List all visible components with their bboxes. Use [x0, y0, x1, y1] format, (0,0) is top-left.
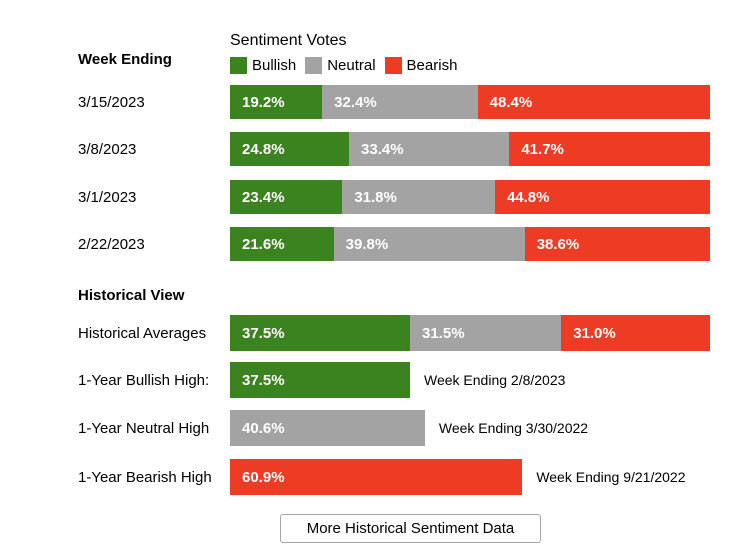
percent-label: 60.9%: [242, 468, 285, 486]
week-ending-date: 3/8/2023: [78, 140, 137, 158]
historical-averages-label: Historical Averages: [78, 324, 207, 342]
stacked-bar: 23.4% 31.8% 44.8%: [230, 180, 710, 214]
stacked-bar: 37.5% Week Ending 2/8/2023: [230, 362, 565, 398]
historical-view-heading: Historical View: [78, 287, 185, 304]
percent-label: 31.0%: [573, 324, 616, 342]
bearish-segment: 60.9%: [230, 459, 523, 495]
stacked-bar: 19.2% 32.4% 48.4%: [230, 85, 710, 119]
neutral-segment: 33.4%: [349, 132, 510, 166]
neutral-segment: 40.6%: [230, 410, 425, 446]
neutral-segment: 31.8%: [342, 180, 495, 214]
percent-label: 39.8%: [345, 235, 389, 253]
legend-label: Neutral: [327, 57, 376, 74]
bullish-segment: 21.6%: [230, 227, 334, 261]
legend-swatch-icon: [230, 57, 247, 74]
legend-label: Bullish: [252, 57, 297, 74]
bullish-segment: 23.4%: [230, 180, 343, 214]
percent-label: 44.8%: [506, 188, 550, 206]
neutral-segment: 32.4%: [322, 85, 478, 119]
bearish-high-label: 1-Year Bearish High: [78, 468, 212, 486]
legend-label: Bearish: [406, 57, 458, 74]
bearish-segment: 48.4%: [477, 85, 710, 119]
legend-item-neutral: Neutral: [305, 57, 376, 74]
bullish-high-label: 1-Year Bullish High:: [78, 371, 210, 389]
legend: Bullish Neutral Bearish: [230, 57, 466, 74]
neutral-segment: 39.8%: [333, 227, 525, 261]
legend-swatch-icon: [305, 57, 323, 74]
percent-label: 33.4%: [361, 140, 404, 158]
bullish-segment: 37.5%: [230, 315, 410, 351]
percent-label: 41.7%: [521, 140, 564, 158]
week-ending-date: 3/1/2023: [78, 188, 137, 206]
more-historical-sentiment-data-button[interactable]: More Historical Sentiment Data: [280, 514, 541, 543]
bullish-segment: 19.2%: [230, 85, 323, 119]
percent-label: 40.6%: [242, 419, 285, 437]
week-ending-annotation: Week Ending 2/8/2023: [424, 372, 566, 388]
legend-item-bearish: Bearish: [384, 57, 458, 74]
percent-label: 48.4%: [489, 93, 533, 111]
bullish-segment: 24.8%: [230, 132, 350, 166]
percent-label: 32.4%: [334, 93, 377, 111]
week-ending-annotation: Week Ending 3/30/2022: [438, 420, 589, 436]
bearish-segment: 31.0%: [561, 315, 710, 351]
percent-label: 24.8%: [242, 140, 285, 158]
percent-label: 19.2%: [242, 93, 285, 111]
bearish-segment: 44.8%: [494, 180, 710, 214]
stacked-bar: 40.6% Week Ending 3/30/2022: [230, 410, 588, 446]
chart-title: Sentiment Votes: [230, 32, 347, 49]
stacked-bar: 21.6% 39.8% 38.6%: [230, 227, 710, 261]
percent-label: 31.5%: [422, 324, 465, 342]
neutral-high-label: 1-Year Neutral High: [78, 419, 210, 437]
stacked-bar: 60.9% Week Ending 9/21/2022: [230, 459, 686, 495]
stacked-bar: 37.5% 31.5% 31.0%: [230, 315, 710, 351]
week-ending-annotation: Week Ending 9/21/2022: [536, 469, 686, 485]
bullish-segment: 37.5%: [230, 362, 410, 398]
stacked-bar: 24.8% 33.4% 41.7%: [230, 132, 710, 166]
bearish-segment: 38.6%: [524, 227, 710, 261]
legend-swatch-icon: [384, 57, 402, 74]
percent-label: 31.8%: [354, 188, 397, 206]
week-ending-column-header: Week Ending: [78, 51, 172, 68]
percent-label: 37.5%: [242, 324, 285, 342]
legend-item-bullish: Bullish: [230, 57, 296, 74]
percent-label: 23.4%: [242, 188, 285, 206]
week-ending-date: 3/15/2023: [78, 93, 145, 111]
percent-label: 21.6%: [242, 235, 285, 253]
bearish-segment: 41.7%: [509, 132, 710, 166]
percent-label: 38.6%: [536, 235, 580, 253]
week-ending-date: 2/22/2023: [78, 235, 145, 253]
neutral-segment: 31.5%: [410, 315, 562, 351]
percent-label: 37.5%: [242, 371, 285, 389]
